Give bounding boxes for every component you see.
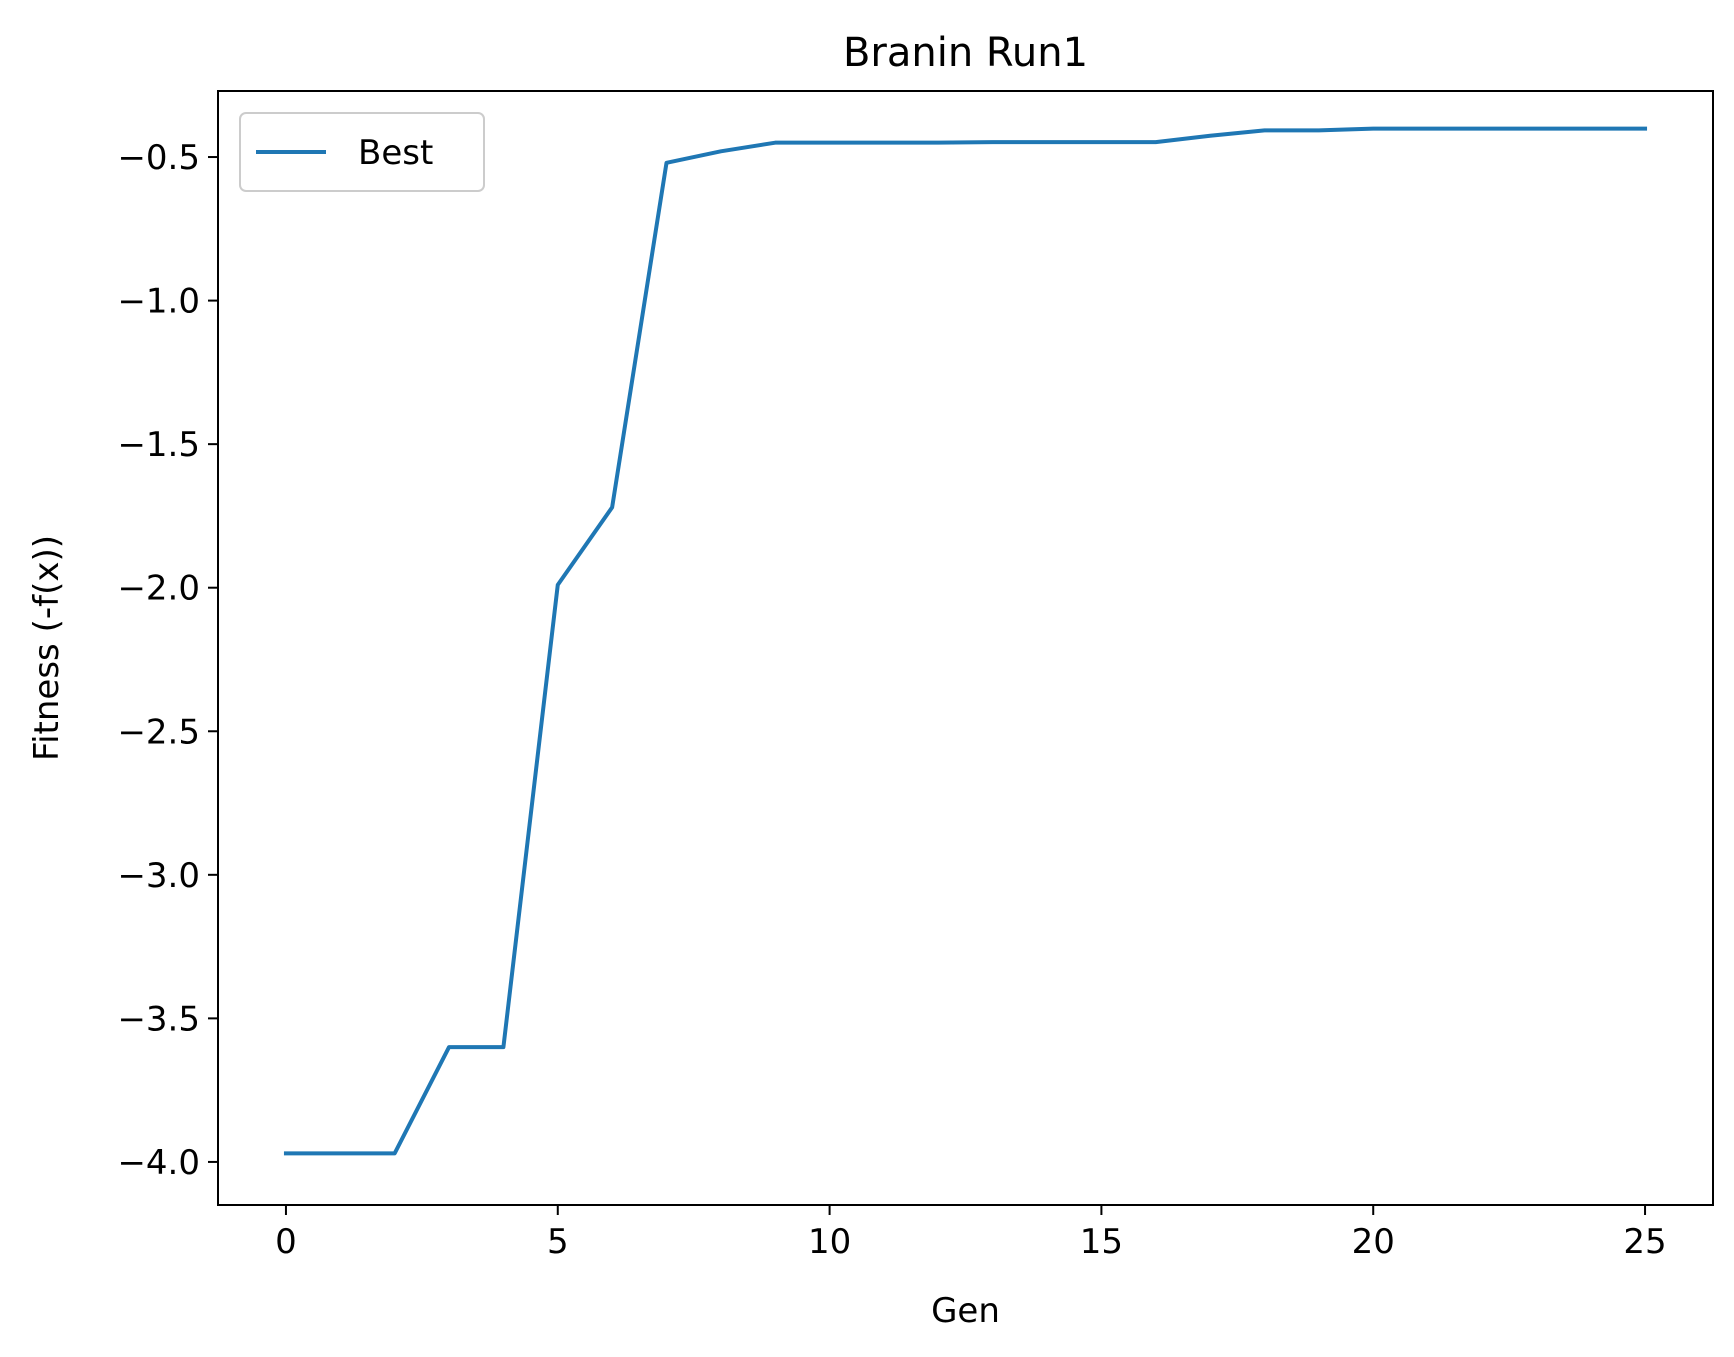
x-tick-label: 0 <box>275 1222 297 1262</box>
y-tick-label: −2.5 <box>117 712 200 752</box>
y-tick-label: −3.5 <box>117 999 200 1039</box>
plot-area <box>283 126 1648 1156</box>
y-tick-label: −0.5 <box>117 138 200 178</box>
legend-box <box>239 112 485 192</box>
y-tick-label: −3.0 <box>117 856 200 896</box>
axes: 0 5 10 15 20 25 −0.5 −1.0 −1.5 −2.0 −2.5 −3.0 −3.5 −4… <box>117 90 1714 1262</box>
y-tick-label: −1.0 <box>117 282 200 322</box>
legend: Best <box>239 112 485 192</box>
x-tick-label: 20 <box>1352 1222 1395 1262</box>
chart-title: Branin Run1 <box>843 30 1088 76</box>
legend-label: Best <box>358 133 433 173</box>
x-tick-label: 25 <box>1623 1222 1666 1262</box>
x-tick-label: 15 <box>1080 1222 1123 1262</box>
y-tick-label: −2.0 <box>117 569 200 609</box>
x-tick-label: 5 <box>547 1222 569 1262</box>
y-axis-title: Fitness (-f(x)) <box>27 535 67 761</box>
x-axis-title: Gen <box>931 1291 1000 1331</box>
y-tick-label: −4.0 <box>117 1143 200 1183</box>
axes-frame <box>217 90 1714 1206</box>
series-line-best <box>283 126 1648 1156</box>
x-tick-label: 10 <box>808 1222 851 1262</box>
y-tick-label: −1.5 <box>117 425 200 465</box>
